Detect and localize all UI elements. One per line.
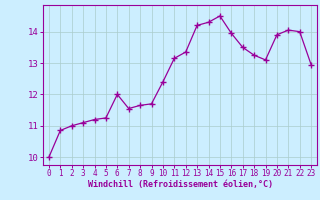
X-axis label: Windchill (Refroidissement éolien,°C): Windchill (Refroidissement éolien,°C) (87, 180, 273, 189)
